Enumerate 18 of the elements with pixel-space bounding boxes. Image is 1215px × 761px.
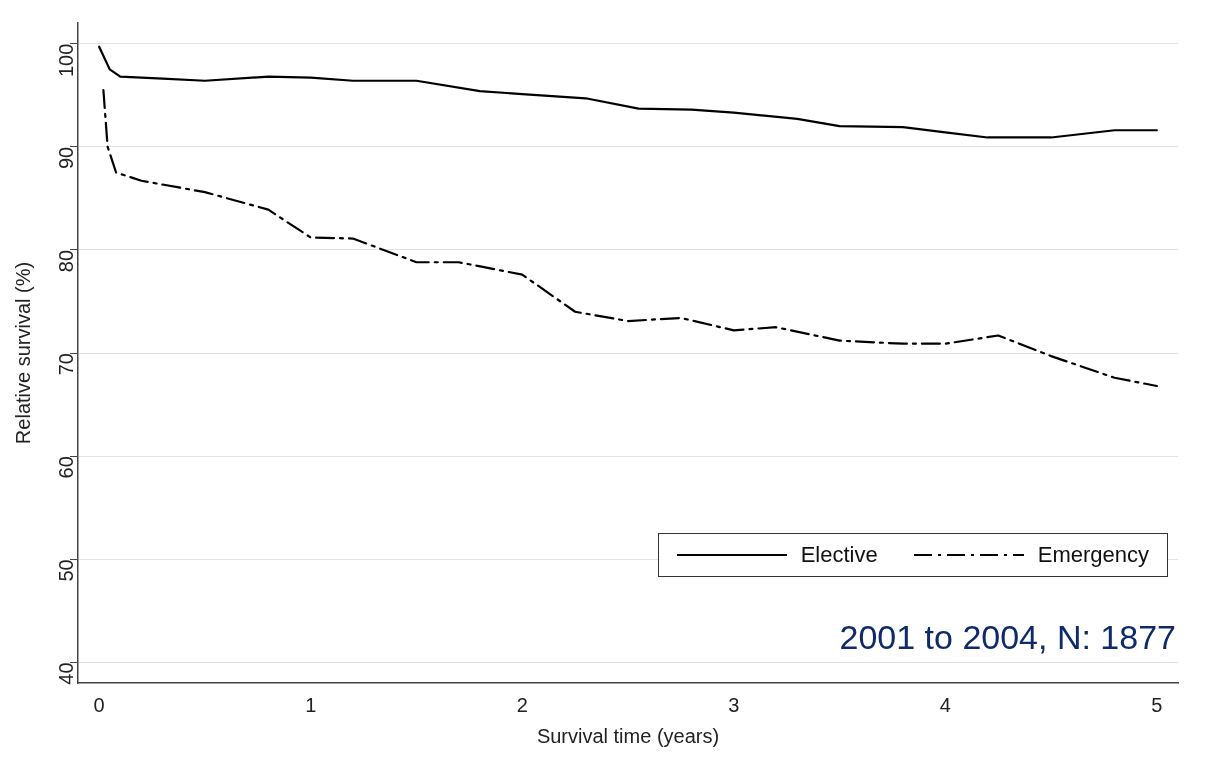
annotation: 2001 to 2004, N: 1877 — [839, 618, 1176, 657]
legend-label: Elective — [800, 542, 878, 568]
y-tick-label: 70 — [54, 353, 77, 376]
y-tick-label: 60 — [54, 456, 77, 479]
x-tick-label: 0 — [93, 693, 105, 716]
y-tick-label: 80 — [54, 249, 77, 273]
y-tick-label: 40 — [54, 662, 77, 685]
legend-label: Emergency — [1037, 542, 1149, 568]
x-axis-title: Survival time (years) — [536, 724, 720, 747]
x-tick-label: 2 — [516, 693, 528, 716]
y-tick-label: 100 — [54, 43, 77, 77]
y-axis-title: Relative survival (%) — [11, 261, 34, 445]
x-tick-label: 1 — [305, 693, 317, 716]
x-tick-label: 3 — [728, 693, 740, 716]
y-tick-label: 90 — [54, 146, 77, 169]
x-tick-label: 4 — [939, 693, 951, 716]
x-tick-label: 5 — [1151, 693, 1163, 716]
y-tick-label: 50 — [54, 559, 77, 582]
